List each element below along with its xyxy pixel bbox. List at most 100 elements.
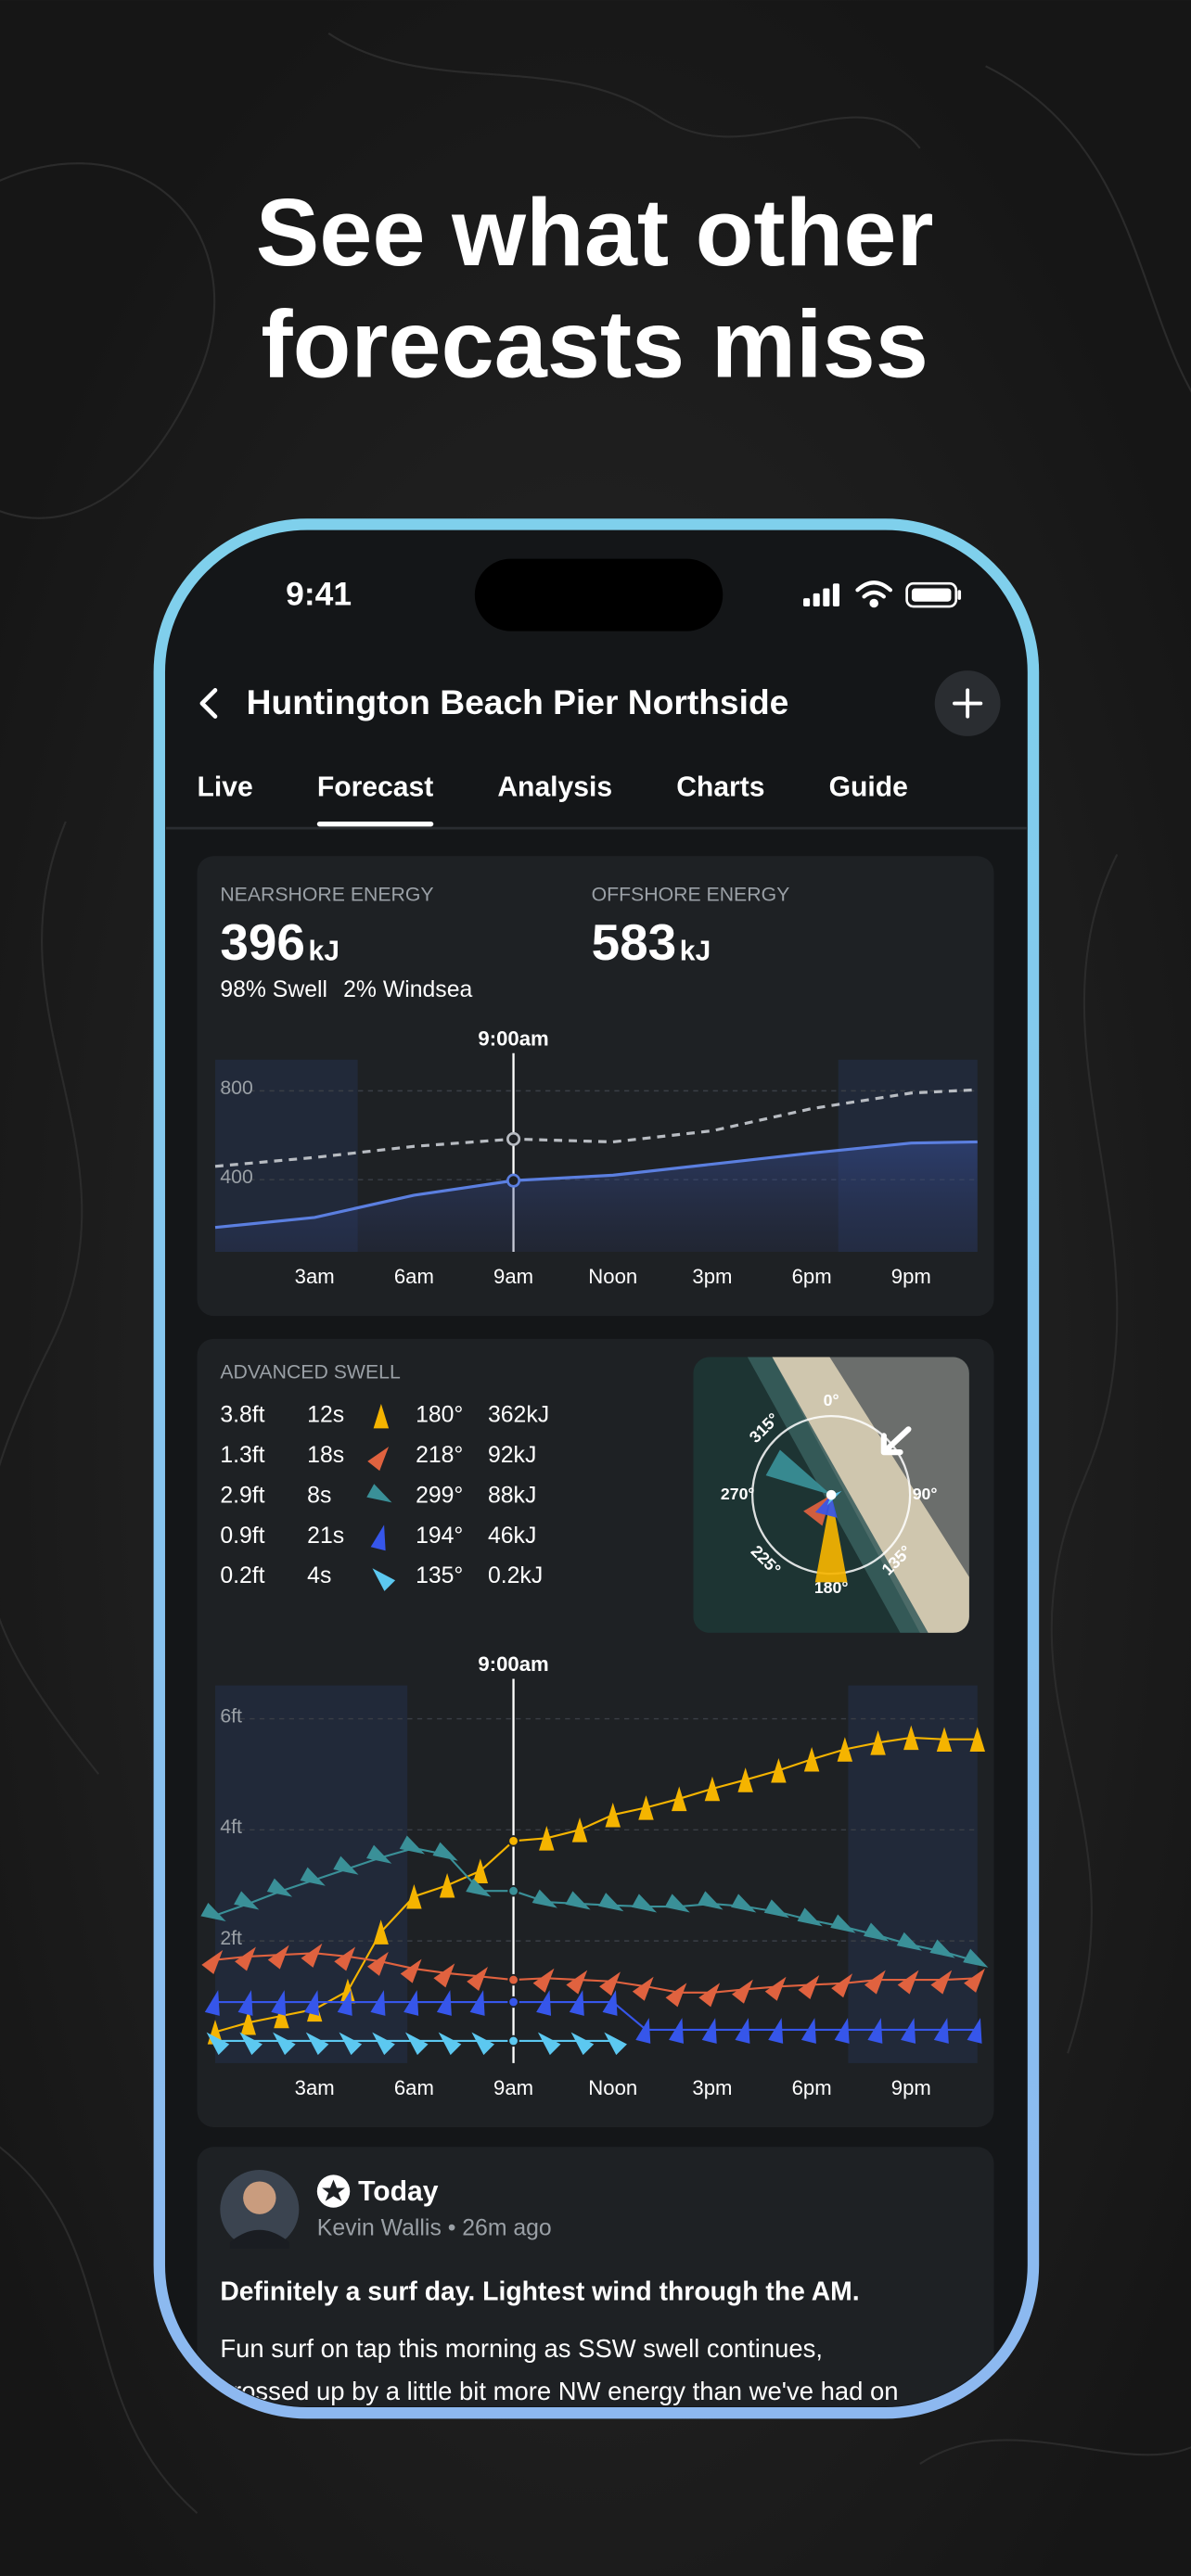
swell-arrow: [305, 2032, 329, 2056]
swell-arrow: [704, 1776, 721, 1802]
swell-arrow: [598, 1893, 624, 1912]
swell-arrow: [797, 1907, 823, 1927]
swell-arrow: [366, 1951, 389, 1976]
swell-arrow: [735, 2018, 750, 2044]
x-tick-label: 3am: [295, 1265, 335, 1288]
energy-line: [214, 1140, 978, 1230]
battery-level: [911, 588, 952, 602]
topo-line: [0, 162, 216, 519]
swell-arrow: [539, 1826, 555, 1851]
swell-arrow: [602, 1990, 618, 2016]
swell-arrow: [732, 1979, 753, 2004]
back-button[interactable]: [199, 688, 218, 719]
add-button[interactable]: [934, 670, 1001, 736]
topo-line: [0, 821, 100, 1775]
swell-arrow: [969, 1727, 986, 1752]
swell-arrow: [200, 1902, 226, 1922]
x-tick-label: 6pm: [792, 2076, 832, 2099]
swell-arrow: [863, 1922, 890, 1942]
swell-arrow: [837, 1737, 853, 1762]
topo-line: [985, 65, 1191, 393]
swell-arrow: [403, 1990, 419, 2016]
tab[interactable]: Live: [198, 772, 253, 803]
swell-arrow: [266, 1878, 293, 1897]
swell-arrow: [565, 1891, 591, 1910]
swell-direction-icon: [373, 1403, 390, 1429]
marker-dot: [507, 1835, 519, 1847]
x-tick-label: 6am: [394, 1265, 434, 1288]
energy-unit: kJ: [680, 937, 711, 967]
tab[interactable]: Charts: [676, 772, 764, 803]
swell-arrow: [406, 1883, 422, 1909]
swell-height: 2.9ft: [220, 1483, 264, 1508]
swell-arrow: [701, 2018, 717, 2044]
compass-label: 90°: [913, 1485, 938, 1503]
swell-arrow: [438, 2032, 462, 2056]
swell-arrow: [605, 1802, 621, 1828]
energy-breakdown: 2% Windsea: [343, 977, 472, 1002]
x-tick-label: 3pm: [692, 2076, 732, 2099]
marker-dot: [507, 1885, 519, 1897]
swell-direction-icon: [366, 1484, 392, 1503]
swell-arrow: [897, 1970, 919, 1995]
swell-height: 0.9ft: [220, 1524, 264, 1549]
swell-arrow: [771, 1757, 787, 1783]
add-icon[interactable]: [953, 688, 983, 719]
swell-period: 12s: [307, 1403, 344, 1428]
swell-arrow: [433, 1963, 455, 1988]
tab-bar: Live Forecast Analysis Charts Guide: [198, 772, 908, 827]
swell-energy: 88kJ: [488, 1483, 536, 1508]
swell-arrow: [631, 1894, 658, 1913]
tab[interactable]: Forecast: [317, 772, 433, 803]
swell-period: 8s: [307, 1483, 331, 1508]
swell-map: [693, 1357, 969, 1633]
swell-arrow: [768, 2018, 784, 2044]
swell-arrow: [466, 1878, 492, 1897]
compass-swell-wedge: [765, 1449, 832, 1496]
tab[interactable]: Analysis: [497, 772, 612, 803]
compass-swell-wedge: [814, 1495, 848, 1583]
map-sand: [772, 1357, 969, 1633]
swell-arrow: [664, 1894, 690, 1913]
swell-arrow: [604, 2032, 627, 2056]
tab[interactable]: Guide: [829, 772, 908, 803]
signal-bar: [832, 583, 839, 607]
swell-energy: 46kJ: [488, 1524, 536, 1549]
swell-arrow: [234, 1891, 260, 1910]
avatar-face: [243, 2181, 276, 2214]
swell-arrow: [671, 1786, 687, 1812]
wifi-arc: [855, 580, 893, 593]
energy-breakdown: 98% Swell: [220, 977, 327, 1002]
swell-arrow: [273, 2032, 296, 2056]
swell-arrow: [239, 2032, 263, 2056]
swell-arrow: [537, 2032, 561, 2056]
marker-dot: [507, 2034, 519, 2047]
tab-underline: [316, 822, 434, 827]
swell-arrow: [439, 1872, 455, 1898]
swell-direction-icon: [372, 1568, 396, 1591]
swell-arrow: [436, 1990, 452, 2016]
swell-arrow: [764, 1976, 787, 2001]
wifi-dot: [869, 598, 878, 608]
marker-dot: [506, 1131, 521, 1146]
swell-period: 21s: [307, 1524, 344, 1549]
swell-arrow: [901, 2018, 916, 2044]
swell-arrow: [337, 1990, 352, 2016]
swell-arrow: [599, 1971, 621, 1996]
swell-arrow: [635, 2018, 651, 2044]
y-tick-label: 4ft: [220, 1816, 242, 1838]
swell-arrow: [334, 1946, 356, 1971]
swell-arrow: [472, 1858, 489, 1883]
post-headline: Definitely a surf day. Lightest wind thr…: [220, 2276, 859, 2306]
swell-arrow: [469, 1990, 485, 2016]
compass-center: [826, 1489, 837, 1500]
swell-arrow: [400, 1958, 422, 1983]
avatar-body: [229, 2229, 289, 2250]
signal-bar: [813, 593, 820, 607]
swell-arrow: [235, 1946, 256, 1971]
swell-arrow: [803, 1746, 820, 1772]
post-body: Fun surf on tap this morning as SSW swel…: [220, 2334, 823, 2363]
x-tick-label: 9am: [493, 1265, 533, 1288]
swell-arrow: [531, 1889, 557, 1908]
